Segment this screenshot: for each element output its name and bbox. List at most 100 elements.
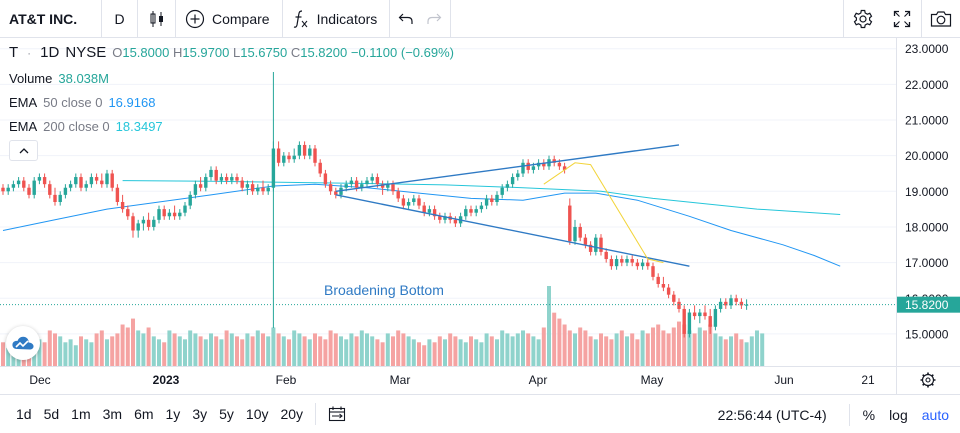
volume-bar [458, 339, 463, 366]
volume-bar [318, 336, 323, 366]
range-1y[interactable]: 1y [165, 406, 181, 422]
legend-close: 15.8200 [300, 45, 348, 60]
volume-bar [744, 342, 749, 366]
volume-bar [349, 333, 354, 366]
ema50-line [2, 183, 841, 267]
range-20y[interactable]: 20y [280, 406, 304, 422]
camera-icon [930, 11, 952, 27]
candle-body [744, 304, 749, 306]
volume-bar [666, 333, 671, 366]
volume-bar [573, 333, 577, 366]
symbol-search[interactable]: AT&T INC. [0, 0, 102, 38]
range-3y[interactable]: 3y [192, 406, 208, 422]
screenshot-button[interactable] [921, 0, 960, 38]
volume-bar [625, 336, 629, 366]
candle-body [84, 184, 88, 188]
volume-bar [713, 333, 718, 366]
volume-bar [235, 336, 239, 366]
volume-bar [619, 330, 624, 366]
volume-bar [734, 333, 739, 366]
volume-bars [1, 286, 765, 366]
plus-circle-icon [185, 9, 205, 28]
volume-bar [323, 339, 328, 366]
settings-button[interactable] [843, 0, 882, 38]
legend-ema200-value: 18.3497 [115, 118, 163, 134]
range-3m[interactable]: 3m [102, 406, 123, 422]
candle-body [58, 194, 62, 202]
volume-bar [193, 333, 198, 366]
candle-body [724, 301, 728, 306]
gear-icon [853, 9, 873, 29]
volume-bar [541, 327, 546, 366]
volume-bar [58, 336, 63, 366]
legend-ema200-row[interactable]: EMA 200 close 0 18.3497 [9, 114, 454, 138]
volume-bar [255, 330, 260, 366]
range-5d[interactable]: 5d [43, 406, 60, 422]
candle-body [266, 187, 270, 192]
volume-bar [219, 339, 224, 366]
chart-type-button[interactable] [138, 0, 176, 38]
volume-bar [281, 336, 286, 366]
range-5y[interactable]: 5y [219, 406, 234, 422]
volume-bar [183, 339, 187, 366]
range-1d[interactable]: 1d [16, 406, 32, 422]
indicators-button[interactable]: Indicators [283, 0, 391, 38]
auto-scale-toggle[interactable]: auto [921, 406, 949, 423]
candle-body [11, 184, 16, 188]
legend-collapse-button[interactable] [9, 140, 38, 161]
tradingview-logo-badge[interactable] [6, 326, 40, 360]
volume-bar [697, 327, 702, 366]
range-1m[interactable]: 1m [71, 406, 91, 422]
candle-body [692, 312, 697, 317]
axis-settings-icon[interactable] [920, 372, 936, 388]
ema50-series [2, 183, 841, 267]
candle-body [100, 180, 104, 185]
candle-body [282, 155, 286, 163]
candle-body [651, 266, 655, 277]
time-tick-label: Dec [29, 373, 50, 387]
top-toolbar: AT&T INC. D Compare Indicators [0, 0, 960, 38]
undo-icon[interactable] [398, 12, 414, 26]
date-range-button[interactable] [322, 406, 352, 422]
log-toggle[interactable]: log [889, 406, 908, 423]
candle-body [505, 184, 510, 188]
volume-bar [177, 336, 182, 366]
candle-body [391, 184, 395, 192]
candle-body [677, 301, 681, 309]
candle-body [640, 262, 645, 267]
volume-bar [671, 327, 676, 366]
percent-toggle[interactable]: % [862, 406, 876, 423]
volume-bar [526, 333, 531, 366]
volume-bar [500, 330, 505, 366]
candle-body [53, 194, 57, 202]
volume-bar [110, 336, 115, 366]
candle-body [42, 177, 47, 185]
candle-body [235, 177, 239, 181]
volume-bar [661, 330, 666, 366]
candle-body [162, 209, 166, 217]
candle-body [349, 180, 354, 185]
legend-volume-row[interactable]: Volume 38.038M [9, 66, 454, 90]
toolbar-right-group [843, 0, 960, 38]
fullscreen-button[interactable] [882, 0, 921, 38]
range-10y[interactable]: 10y [245, 406, 269, 422]
interval-button[interactable]: D [102, 0, 138, 38]
time-tick-label: Mar [390, 373, 411, 387]
compare-button[interactable]: Compare [176, 0, 283, 38]
volume-bar [391, 336, 395, 366]
price-tick-label: 23.0000 [905, 42, 949, 56]
candle-body [79, 177, 83, 188]
candle-body [380, 184, 385, 188]
candle-body [146, 219, 151, 227]
pattern-zigzag [543, 162, 664, 264]
price-chart[interactable]: Broadening Bottom 23.000022.000021.00002… [0, 38, 960, 394]
candle-body [438, 216, 442, 220]
chart-grid [0, 48, 896, 335]
candle-body [630, 259, 634, 263]
legend-ema50-row[interactable]: EMA 50 close 0 16.9168 [9, 90, 454, 114]
clock-time[interactable]: 22:56:44 (UTC-4) [717, 406, 827, 423]
legend-volume-value: 38.038M [58, 70, 109, 86]
volume-bar [739, 339, 744, 366]
redo-icon[interactable] [426, 12, 442, 26]
range-6m[interactable]: 6m [134, 406, 154, 422]
